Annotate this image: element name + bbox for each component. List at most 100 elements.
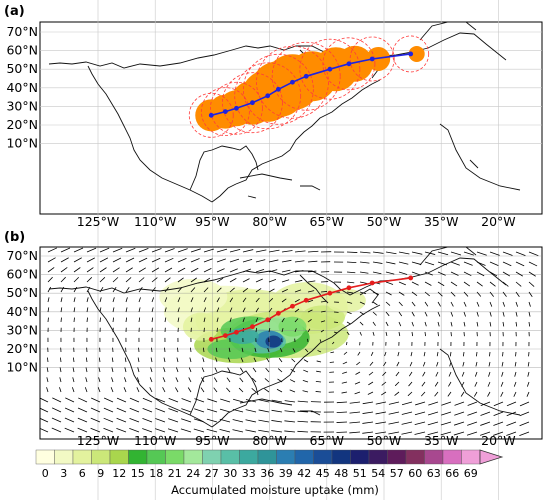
- wind-vector: [229, 287, 235, 293]
- wind-vector: [203, 287, 209, 293]
- wind-vector: [463, 311, 466, 317]
- panel_a-lat-tick-label: 30°N: [6, 98, 38, 113]
- wind-vector: [513, 391, 517, 397]
- colorbar-tick-label: 42: [297, 467, 311, 480]
- wind-vector: [162, 387, 166, 393]
- wind-vector: [506, 401, 517, 407]
- uptake-cell: [278, 316, 307, 337]
- wind-vector: [40, 428, 49, 433]
- wind-vector: [385, 321, 389, 327]
- wind-vector: [424, 261, 435, 266]
- wind-vector: [189, 347, 192, 353]
- wind-vector: [506, 411, 517, 417]
- wind-vector: [73, 286, 78, 293]
- wind-vector: [151, 248, 162, 253]
- wind-vector: [333, 321, 339, 323]
- wind-vector: [424, 291, 430, 297]
- wind-vector: [151, 277, 158, 283]
- wind-vector: [385, 271, 395, 275]
- wind-vector: [528, 261, 538, 267]
- wind-vector: [302, 380, 309, 383]
- wind-vector: [203, 297, 207, 303]
- wind-vector: [502, 261, 512, 267]
- wind-vector: [125, 267, 133, 273]
- wind-vector: [242, 297, 247, 303]
- wind-vector: [333, 331, 338, 334]
- wind-vector: [110, 387, 114, 393]
- wind-vector: [255, 268, 265, 273]
- wind-vector: [316, 370, 322, 373]
- wind-vector: [515, 261, 525, 267]
- wind-vector: [125, 317, 128, 323]
- wind-vector: [502, 311, 505, 317]
- wind-vector: [281, 317, 285, 323]
- colorbar-tick-label: 54: [371, 467, 385, 480]
- wind-vector: [103, 397, 114, 403]
- wind-vector: [463, 261, 473, 266]
- wind-vector: [476, 291, 482, 297]
- wind-vector: [98, 357, 101, 363]
- wind-vector: [168, 398, 179, 403]
- wind-vector: [294, 289, 302, 293]
- wind-vector: [506, 421, 517, 427]
- panel-a-latitude-ticks: 70°N 60°N 50°N 40°N 30°N 20°N 10°N: [6, 24, 38, 151]
- wind-vector: [519, 401, 530, 407]
- wind-vector: [268, 298, 274, 303]
- panel_b-lat-tick-label: 50°N: [6, 285, 38, 300]
- panel_b-lon-tick-label: 110°W: [134, 433, 176, 448]
- colorbar-tick-label: 63: [427, 467, 441, 480]
- wind-vector: [401, 431, 413, 435]
- wind-vector: [137, 357, 140, 363]
- wind-vector: [242, 258, 253, 263]
- wind-vector: [388, 401, 400, 405]
- wind-vector: [47, 307, 50, 313]
- colorbar-swatches: [35, 449, 481, 465]
- colorbar-ticks: 0 3 6 9 12 15 18 21 24 27 30 33 36 39 42 45 48 51 54 57 60 63…: [42, 467, 478, 480]
- wind-vector: [138, 257, 148, 263]
- wind-vector: [112, 297, 115, 303]
- wind-vector: [411, 321, 414, 327]
- wind-vector: [367, 391, 374, 395]
- wind-vector: [437, 291, 443, 297]
- wind-vector: [167, 428, 179, 433]
- wind-vector: [476, 251, 487, 256]
- wind-vector: [242, 278, 250, 283]
- wind-vector: [349, 401, 361, 404]
- wind-vector: [501, 361, 504, 367]
- wind-vector: [372, 321, 376, 326]
- wind-vector: [232, 408, 244, 413]
- wind-vector: [40, 417, 49, 423]
- wind-vector: [242, 317, 245, 323]
- wind-vector: [294, 260, 305, 263]
- wind-vector: [97, 387, 101, 393]
- wind-vector: [307, 250, 319, 253]
- colorbar-tick-label: 6: [79, 467, 86, 480]
- wind-vector: [99, 267, 107, 273]
- wind-vector: [362, 411, 374, 414]
- wind-vector: [528, 321, 531, 327]
- wind-vector: [228, 347, 231, 353]
- colorbar-tick-label: 18: [149, 467, 163, 480]
- panel_a-lon-tick-label: 20°W: [481, 214, 516, 229]
- panel_b-lon-tick-label: 35°W: [424, 433, 459, 448]
- wind-vector: [258, 419, 270, 423]
- wind-vector: [388, 421, 400, 425]
- panel_b-lon-tick-label: 125°W: [77, 433, 119, 448]
- wind-vector: [190, 267, 199, 273]
- wind-vector: [99, 247, 110, 253]
- wind-vector: [450, 271, 459, 276]
- wind-vector: [268, 269, 278, 273]
- colorbar-swatch: [54, 449, 74, 465]
- panel-a: 70°N 60°N 50°N 40°N 30°N 20°N 10°N 125°W 110°W 9…: [4, 0, 543, 500]
- wind-vector: [489, 351, 491, 357]
- wind-vector: [359, 331, 362, 336]
- wind-vector: [253, 357, 257, 363]
- colorbar-tick-label: 12: [112, 467, 126, 480]
- wind-vector: [294, 279, 303, 283]
- wind-vector: [271, 399, 283, 403]
- wind-vector: [514, 371, 517, 377]
- wind-vector: [487, 391, 491, 397]
- colorbar-swatch: [461, 449, 481, 465]
- wind-vector: [320, 291, 328, 293]
- wind-vector: [317, 350, 322, 353]
